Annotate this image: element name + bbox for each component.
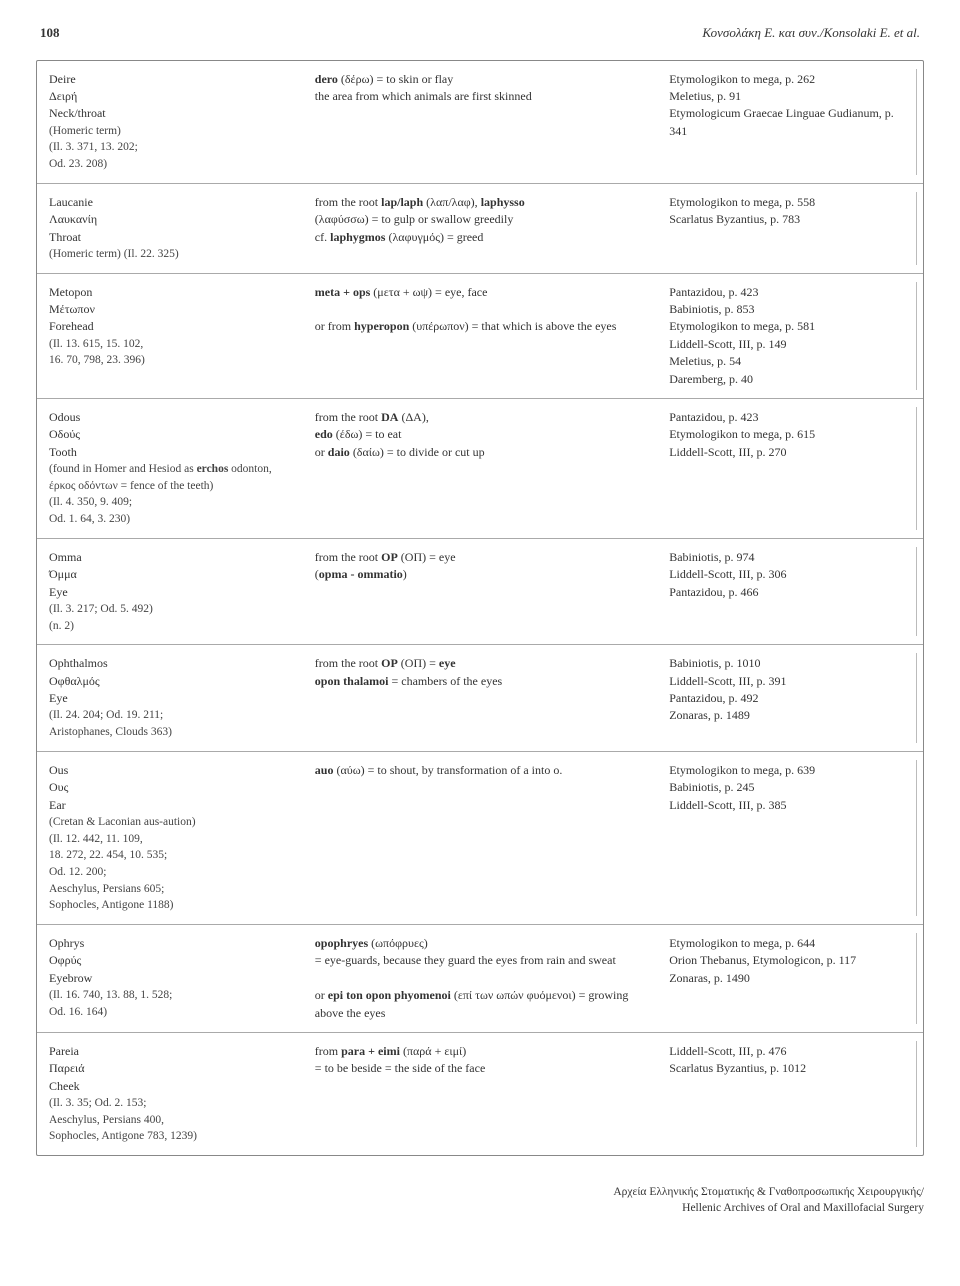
table-row: LaucanieΛαυκανίηThroat(Homeric term) (Il… [37, 184, 923, 274]
etymology-cell: dero (δέρω) = to skin or flaythe area fr… [303, 61, 657, 183]
term-cell: DeireΔειρήNeck/throat(Homeric term)(Il. … [37, 61, 303, 183]
etymology-cell: auo (αύω) = to shout, by transformation … [303, 752, 657, 924]
term-gloss: Throat [49, 229, 291, 246]
term-refs: (Cretan & Laconian aus-aution)(Il. 12. 4… [49, 814, 291, 914]
term-english: Pareia [49, 1043, 291, 1060]
term-greek: Παρειά [49, 1060, 291, 1077]
sources-cell: Pantazidou, p. 423Babiniotis, p. 853Etym… [657, 274, 923, 398]
term-refs: (Il. 3. 217; Od. 5. 492)(n. 2) [49, 601, 291, 634]
term-english: Odous [49, 409, 291, 426]
term-refs: (Homeric term)(Il. 3. 371, 13. 202;Od. 2… [49, 123, 291, 173]
term-cell: OmmaΌμμαEye(Il. 3. 217; Od. 5. 492)(n. 2… [37, 539, 303, 645]
term-refs: (found in Homer and Hesiod as erchos odo… [49, 461, 291, 528]
term-gloss: Eye [49, 690, 291, 707]
footer-line-english: Hellenic Archives of Oral and Maxillofac… [36, 1200, 924, 1216]
etymology-cell: opophryes (ωπόφρυες)= eye-guards, becaus… [303, 925, 657, 1032]
sources-cell: Etymologikon to mega, p. 639Babiniotis, … [657, 752, 923, 924]
term-english: Deire [49, 71, 291, 88]
term-gloss: Cheek [49, 1078, 291, 1095]
sources-cell: Etymologikon to mega, p. 558Scarlatus By… [657, 184, 923, 273]
etymology-cell: from para + eimi (παρά + ειμί)= to be be… [303, 1033, 657, 1155]
etymology-cell: from the root lap/laph (λαπ/λαφ), laphys… [303, 184, 657, 273]
table-row: OphthalmosΟφθαλμόςEye(Il. 24. 204; Od. 1… [37, 645, 923, 752]
term-greek: Οφθαλμός [49, 673, 291, 690]
table-row: PareiaΠαρειάCheek(Il. 3. 35; Od. 2. 153;… [37, 1033, 923, 1155]
term-english: Ophrys [49, 935, 291, 952]
sources-cell: Etymologikon to mega, p. 644Orion Theban… [657, 925, 923, 1032]
sources-cell: Liddell-Scott, III, p. 476Scarlatus Byza… [657, 1033, 923, 1155]
table-row: DeireΔειρήNeck/throat(Homeric term)(Il. … [37, 61, 923, 184]
term-english: Ous [49, 762, 291, 779]
term-greek: Μέτωπον [49, 301, 291, 318]
page-header: 108 Κονσολάκη E. και συν./Konsolaki E. e… [36, 24, 924, 42]
term-refs: (Il. 16. 740, 13. 88, 1. 528;Od. 16. 164… [49, 987, 291, 1020]
term-english: Ophthalmos [49, 655, 291, 672]
table-row: MetoponΜέτωπονForehead(Il. 13. 615, 15. … [37, 274, 923, 399]
etymology-cell: from the root OP (ΟΠ) = eyeopon thalamoi… [303, 645, 657, 751]
term-cell: OusΟυςEar(Cretan & Laconian aus-aution)(… [37, 752, 303, 924]
term-cell: MetoponΜέτωπονForehead(Il. 13. 615, 15. … [37, 274, 303, 398]
table-row: OdousΟδούςTooth(found in Homer and Hesio… [37, 399, 923, 539]
sources-cell: Babiniotis, p. 1010Liddell-Scott, III, p… [657, 645, 923, 751]
etymology-cell: from the root OP (ΟΠ) = eye(opma - ommat… [303, 539, 657, 645]
term-refs: (Il. 24. 204; Od. 19. 211;Aristophanes, … [49, 707, 291, 740]
etymology-cell: meta + ops (μετα + ωψ) = eye, faceor fro… [303, 274, 657, 398]
term-greek: Οδούς [49, 426, 291, 443]
term-gloss: Ear [49, 797, 291, 814]
table-row: OusΟυςEar(Cretan & Laconian aus-aution)(… [37, 752, 923, 925]
term-greek: Δειρή [49, 88, 291, 105]
term-refs: (Il. 13. 615, 15. 102,16. 70, 798, 23. 3… [49, 336, 291, 369]
sources-cell: Etymologikon to mega, p. 262Meletius, p.… [657, 61, 923, 183]
term-refs: (Homeric term) (Il. 22. 325) [49, 246, 291, 263]
table-row: OmmaΌμμαEye(Il. 3. 217; Od. 5. 492)(n. 2… [37, 539, 923, 646]
page-footer: Αρχεία Ελληνικής Στοματικής & Γναθοπροσω… [36, 1184, 924, 1216]
etymology-table: DeireΔειρήNeck/throat(Homeric term)(Il. … [36, 60, 924, 1157]
term-cell: PareiaΠαρειάCheek(Il. 3. 35; Od. 2. 153;… [37, 1033, 303, 1155]
term-greek: Οφρύς [49, 952, 291, 969]
table-row: OphrysΟφρύςEyebrow(Il. 16. 740, 13. 88, … [37, 925, 923, 1033]
sources-cell: Pantazidou, p. 423Etymologikon to mega, … [657, 399, 923, 538]
term-greek: Ους [49, 779, 291, 796]
sources-cell: Babiniotis, p. 974Liddell-Scott, III, p.… [657, 539, 923, 645]
page-number: 108 [40, 24, 60, 42]
footer-line-greek: Αρχεία Ελληνικής Στοματικής & Γναθοπροσω… [36, 1184, 924, 1200]
term-refs: (Il. 3. 35; Od. 2. 153;Aeschylus, Persia… [49, 1095, 291, 1145]
term-gloss: Neck/throat [49, 105, 291, 122]
term-english: Metopon [49, 284, 291, 301]
term-english: Omma [49, 549, 291, 566]
etymology-cell: from the root DA (ΔΑ),edo (έδω) = to eat… [303, 399, 657, 538]
term-gloss: Eyebrow [49, 970, 291, 987]
term-greek: Όμμα [49, 566, 291, 583]
term-cell: OphrysΟφρύςEyebrow(Il. 16. 740, 13. 88, … [37, 925, 303, 1032]
term-gloss: Tooth [49, 444, 291, 461]
term-gloss: Forehead [49, 318, 291, 335]
term-cell: LaucanieΛαυκανίηThroat(Homeric term) (Il… [37, 184, 303, 273]
author-line: Κονσολάκη E. και συν./Konsolaki E. et al… [702, 24, 920, 42]
term-english: Laucanie [49, 194, 291, 211]
term-cell: OdousΟδούςTooth(found in Homer and Hesio… [37, 399, 303, 538]
term-gloss: Eye [49, 584, 291, 601]
term-greek: Λαυκανίη [49, 211, 291, 228]
term-cell: OphthalmosΟφθαλμόςEye(Il. 24. 204; Od. 1… [37, 645, 303, 751]
